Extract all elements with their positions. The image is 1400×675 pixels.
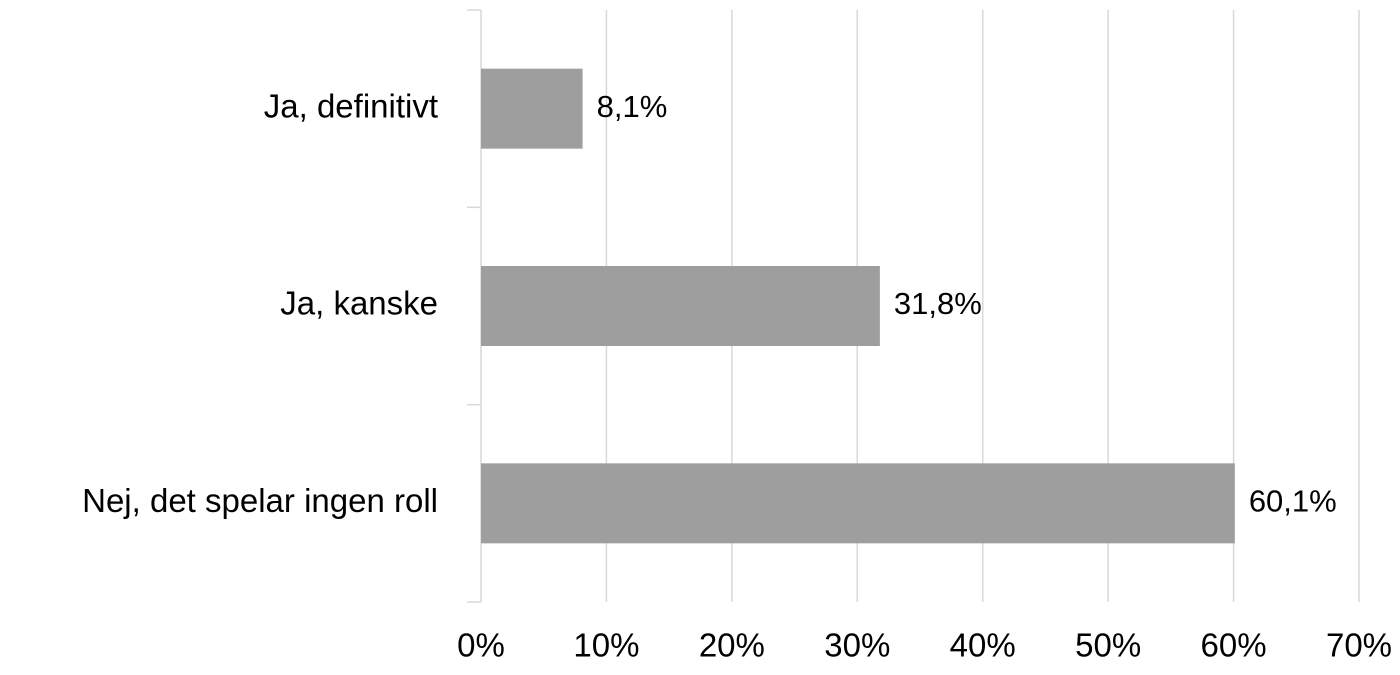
x-tick-label: 10% [573, 627, 639, 664]
bar [481, 266, 880, 346]
x-tick-label: 40% [950, 627, 1016, 664]
category-label: Nej, det spelar ingen roll [82, 482, 438, 519]
data-label: 31,8% [894, 286, 982, 321]
x-tick-label: 30% [824, 627, 890, 664]
category-axis [467, 9, 482, 603]
category-labels: Ja, definitivt Ja, kanske Nej, det spelar … [82, 87, 438, 519]
x-axis-tick-labels: 0% 10% 20% 30% 40% 50% 60% 70% [457, 627, 1392, 664]
x-tick-label: 60% [1201, 627, 1267, 664]
bar [481, 68, 583, 149]
x-tick-label: 20% [699, 627, 765, 664]
bars [481, 68, 1235, 544]
x-tick-label: 50% [1075, 627, 1141, 664]
data-label: 8,1% [597, 89, 668, 124]
x-tick-label: 70% [1326, 627, 1392, 664]
x-tick-label: 0% [457, 627, 505, 664]
category-label: Ja, kanske [280, 285, 438, 322]
bar [481, 463, 1235, 544]
data-labels: 8,1% 31,8% 60,1% [597, 89, 1337, 519]
data-label: 60,1% [1249, 484, 1337, 519]
category-label: Ja, definitivt [264, 87, 438, 124]
